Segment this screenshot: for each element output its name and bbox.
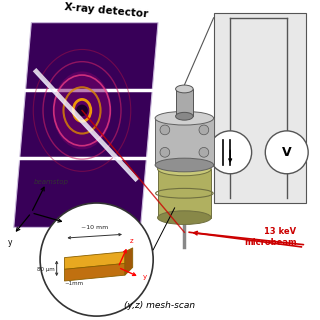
Circle shape <box>160 125 170 135</box>
Ellipse shape <box>53 71 111 149</box>
Polygon shape <box>155 118 214 165</box>
Text: ~1mm: ~1mm <box>65 281 84 286</box>
Polygon shape <box>176 89 193 116</box>
Text: 80 μm: 80 μm <box>37 267 55 272</box>
Circle shape <box>40 203 153 316</box>
Text: beamstop: beamstop <box>33 179 68 185</box>
Text: z: z <box>130 238 133 244</box>
Text: X-ray detector: X-ray detector <box>64 3 149 20</box>
Text: ~10 mm: ~10 mm <box>81 225 108 230</box>
Text: x: x <box>68 218 73 227</box>
Polygon shape <box>214 13 306 203</box>
Text: y: y <box>142 274 147 280</box>
Ellipse shape <box>176 112 193 120</box>
Text: V: V <box>282 146 292 159</box>
Circle shape <box>199 148 209 157</box>
Ellipse shape <box>155 111 214 125</box>
Circle shape <box>209 131 252 174</box>
Polygon shape <box>158 169 211 218</box>
Circle shape <box>199 125 209 135</box>
Circle shape <box>265 131 308 174</box>
Text: (y,z) mesh-scan: (y,z) mesh-scan <box>124 301 196 310</box>
Ellipse shape <box>176 85 193 93</box>
Text: 13 keV
microbeam: 13 keV microbeam <box>244 228 297 247</box>
Ellipse shape <box>155 158 214 172</box>
Text: z: z <box>48 176 52 185</box>
Ellipse shape <box>76 105 88 116</box>
Polygon shape <box>14 23 158 228</box>
Polygon shape <box>125 248 133 275</box>
Polygon shape <box>64 252 125 269</box>
Ellipse shape <box>157 211 211 224</box>
Ellipse shape <box>157 162 211 176</box>
Text: y: y <box>8 238 12 247</box>
Circle shape <box>160 148 170 157</box>
Polygon shape <box>64 263 125 281</box>
